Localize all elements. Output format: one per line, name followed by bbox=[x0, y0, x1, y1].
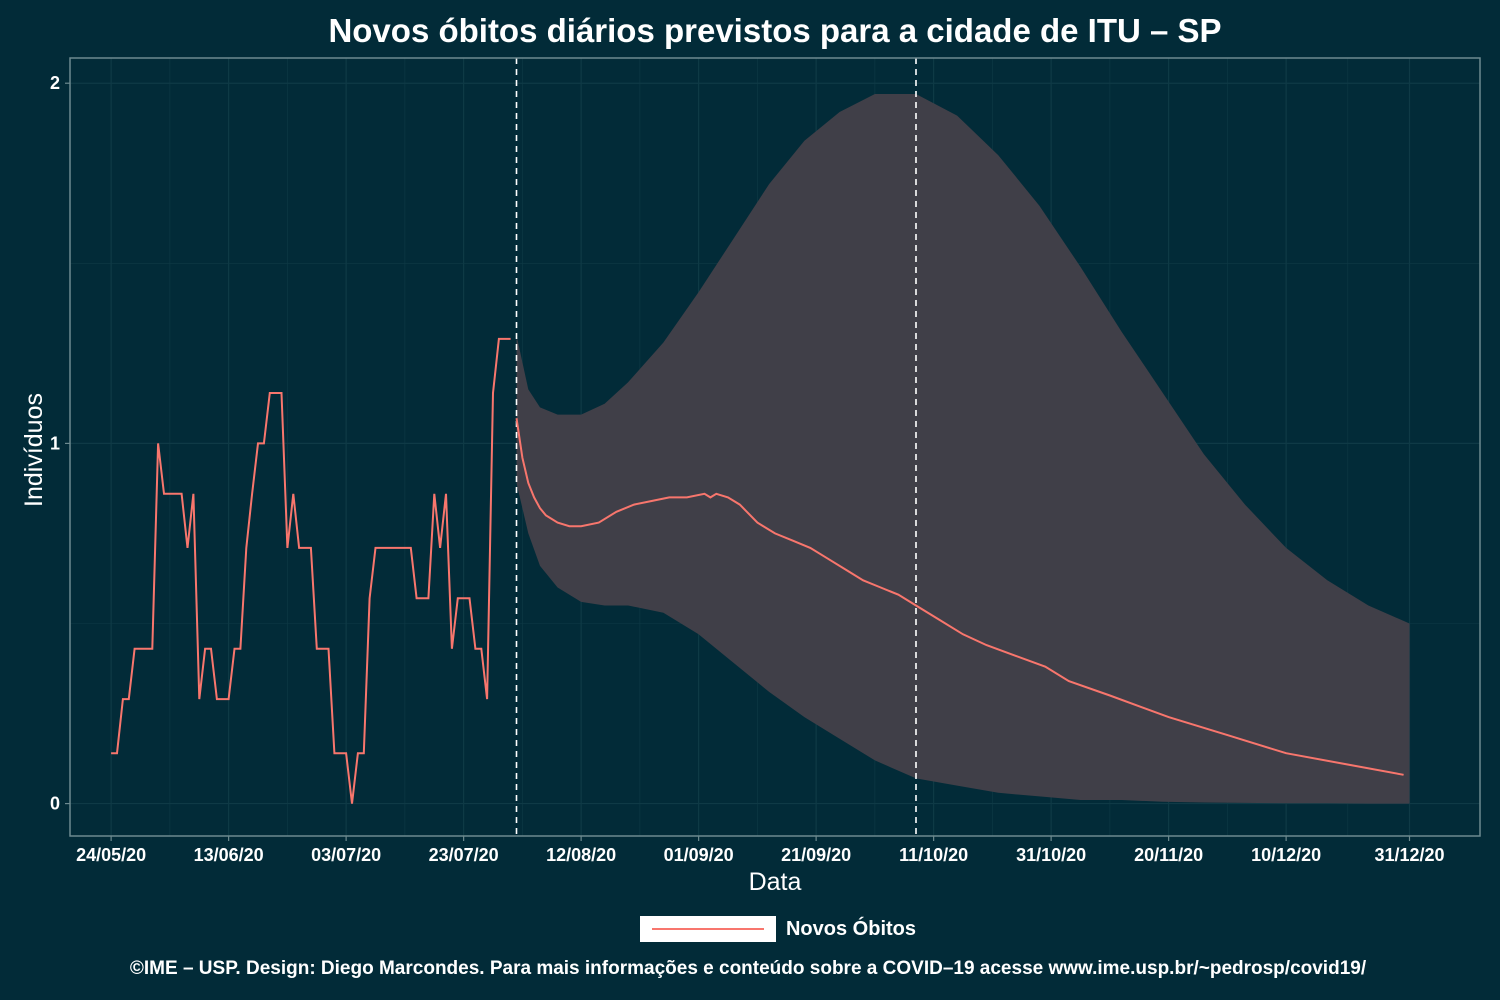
forecast-series-line bbox=[515, 418, 1404, 776]
x-tick-label: 11/10/20 bbox=[899, 845, 968, 865]
y-tick-layer: 0 1 2 bbox=[50, 73, 70, 814]
x-tick-label: 12/08/20 bbox=[546, 845, 616, 865]
x-tick-label: 31/10/20 bbox=[1016, 845, 1086, 865]
legend-key bbox=[639, 916, 776, 942]
y-tick-label: 2 bbox=[50, 73, 60, 93]
y-tick-label: 0 bbox=[50, 794, 60, 814]
x-tick-label: 13/06/20 bbox=[194, 845, 264, 865]
x-tick-label: 01/09/20 bbox=[664, 845, 734, 865]
y-tick-label: 1 bbox=[50, 433, 60, 453]
panel-border bbox=[69, 57, 1481, 837]
x-tick-label: 21/09/20 bbox=[781, 845, 851, 865]
x-tick-label: 20/11/20 bbox=[1134, 845, 1203, 865]
x-tick-layer: 24/05/20 13/06/20 03/07/20 23/07/20 12/08/20… bbox=[76, 836, 1445, 865]
vline-layer bbox=[515, 58, 917, 836]
observed-series-line bbox=[111, 337, 511, 804]
x-tick-label: 23/07/20 bbox=[429, 845, 499, 865]
x-axis-label: Data bbox=[749, 868, 802, 896]
legend-key-line bbox=[651, 928, 764, 930]
caption: ©IME – USP. Design: Diego Marcondes. Par… bbox=[129, 958, 1367, 979]
x-tick-label: 31/12/20 bbox=[1374, 845, 1444, 865]
confidence-band bbox=[516, 94, 1410, 804]
legend: Novos Óbitos bbox=[0, 916, 1500, 942]
x-tick-label: 10/12/20 bbox=[1251, 845, 1321, 865]
legend-label: Novos Óbitos bbox=[785, 917, 916, 940]
x-tick-label: 24/05/20 bbox=[76, 845, 146, 865]
x-tick-label: 03/07/20 bbox=[311, 845, 381, 865]
y-axis-label: Indivíduos bbox=[20, 393, 48, 507]
chart-title: Novos óbitos diários previstos para a ci… bbox=[328, 12, 1222, 49]
